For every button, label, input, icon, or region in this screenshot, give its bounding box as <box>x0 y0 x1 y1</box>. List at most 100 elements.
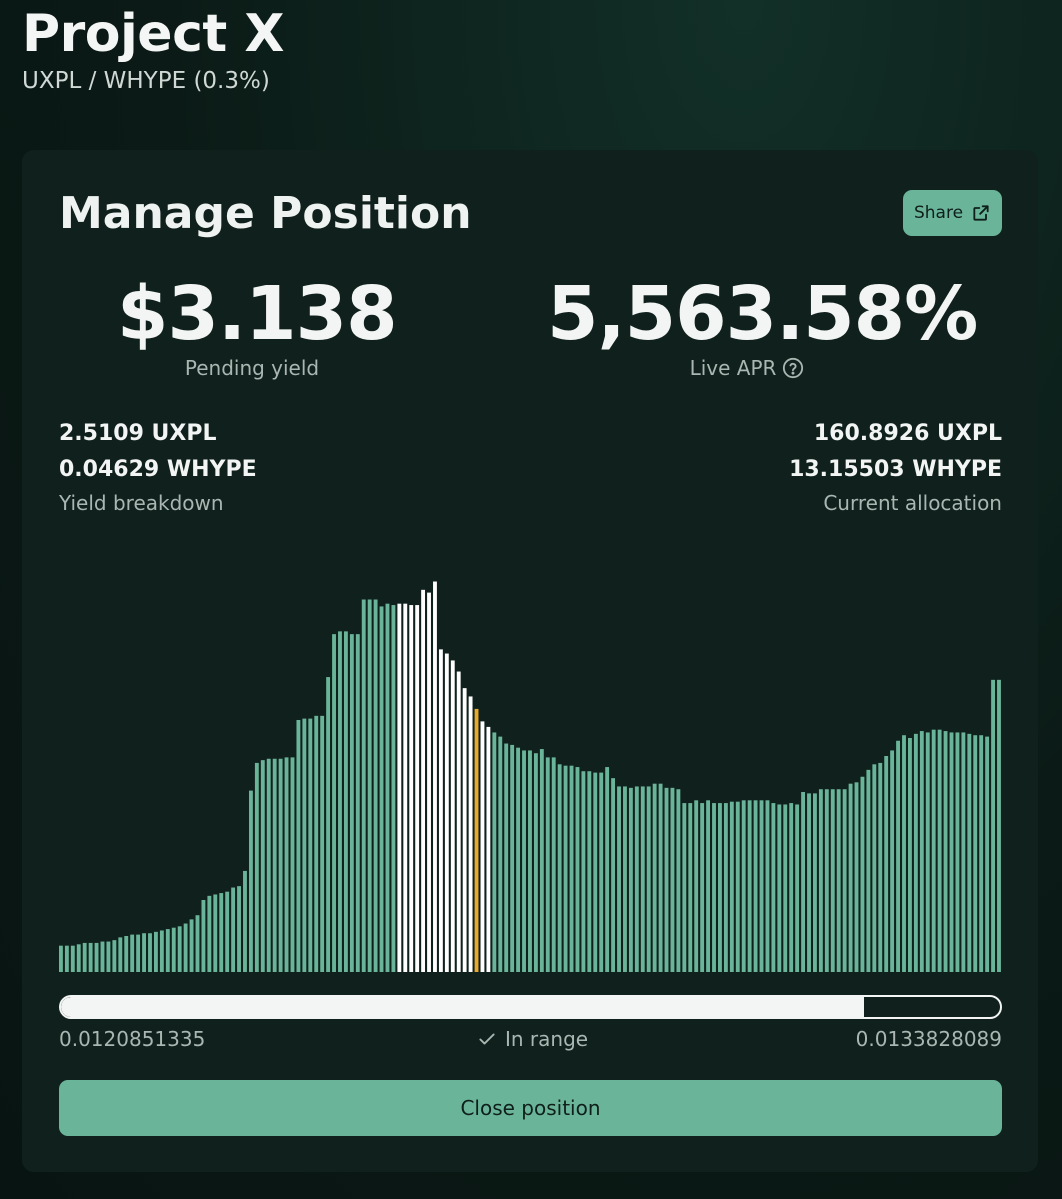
histogram-bar[interactable] <box>59 945 63 972</box>
histogram-bar[interactable] <box>148 933 152 972</box>
histogram-bar[interactable] <box>112 940 117 972</box>
histogram-bar[interactable] <box>183 923 188 972</box>
histogram-bar[interactable] <box>919 731 924 972</box>
histogram-bar[interactable] <box>153 931 158 972</box>
histogram-bar[interactable] <box>106 941 111 972</box>
histogram-bar[interactable] <box>379 606 384 972</box>
histogram-bar[interactable] <box>985 736 990 972</box>
histogram-bar[interactable] <box>628 787 633 972</box>
histogram-bar[interactable] <box>88 942 93 972</box>
histogram-bar[interactable] <box>219 893 224 972</box>
histogram-bar[interactable] <box>896 740 900 972</box>
histogram-bar[interactable] <box>427 592 431 972</box>
histogram-bar[interactable] <box>991 679 995 972</box>
histogram-bar[interactable] <box>189 919 194 972</box>
histogram-bar[interactable] <box>480 721 485 972</box>
histogram-bar[interactable] <box>444 653 449 972</box>
histogram-bar[interactable] <box>409 605 414 972</box>
histogram-bar[interactable] <box>118 937 123 972</box>
histogram-bar[interactable] <box>611 778 616 972</box>
histogram-bar[interactable] <box>943 731 948 972</box>
histogram-bar[interactable] <box>902 735 906 972</box>
histogram-bar[interactable] <box>403 603 408 972</box>
histogram-bar[interactable] <box>498 736 503 972</box>
histogram-bar[interactable] <box>795 804 800 972</box>
histogram-bar[interactable] <box>320 715 325 972</box>
histogram-bar[interactable] <box>694 800 699 972</box>
histogram-bar[interactable] <box>997 679 1001 972</box>
histogram-bar[interactable] <box>813 793 817 972</box>
histogram-bar[interactable] <box>326 677 331 972</box>
histogram-bar[interactable] <box>486 726 491 972</box>
histogram-bar[interactable] <box>438 649 443 972</box>
histogram-bar[interactable] <box>890 750 895 972</box>
histogram-bar[interactable] <box>729 801 734 972</box>
histogram-bar[interactable] <box>201 900 206 972</box>
histogram-bar[interactable] <box>623 786 627 972</box>
histogram-bar[interactable] <box>872 764 877 972</box>
histogram-bar[interactable] <box>70 945 75 972</box>
histogram-bar[interactable] <box>640 786 645 972</box>
histogram-bar[interactable] <box>670 787 675 972</box>
histogram-bar[interactable] <box>937 729 942 972</box>
histogram-bar[interactable] <box>165 929 170 972</box>
histogram-bar[interactable] <box>700 803 705 972</box>
histogram-bar[interactable] <box>593 772 598 972</box>
histogram-bar[interactable] <box>741 800 746 972</box>
histogram-bar[interactable] <box>973 735 978 972</box>
histogram-bar[interactable] <box>177 926 182 972</box>
histogram-bar[interactable] <box>338 631 342 972</box>
histogram-bar[interactable] <box>807 793 811 972</box>
histogram-bar[interactable] <box>676 789 681 972</box>
histogram-bar[interactable] <box>646 786 651 972</box>
histogram-bar[interactable] <box>142 933 146 972</box>
histogram-bar[interactable] <box>777 804 782 972</box>
histogram-bar[interactable] <box>836 789 841 972</box>
histogram-bar[interactable] <box>783 804 788 972</box>
histogram-bar[interactable] <box>391 605 396 972</box>
histogram-bar[interactable] <box>522 750 526 972</box>
histogram-bar[interactable] <box>735 801 740 972</box>
histogram-bar[interactable] <box>76 944 81 972</box>
histogram-bar[interactable] <box>979 735 984 972</box>
histogram-bar[interactable] <box>231 887 236 972</box>
histogram-bar[interactable] <box>878 762 883 972</box>
histogram-bar[interactable] <box>272 758 277 972</box>
histogram-bar[interactable] <box>314 715 319 972</box>
histogram-bar[interactable] <box>575 767 580 972</box>
histogram-bar[interactable] <box>130 934 135 972</box>
histogram-bar[interactable] <box>925 732 930 972</box>
histogram-bar[interactable] <box>658 783 663 972</box>
histogram-bar[interactable] <box>213 894 218 972</box>
histogram-bar[interactable] <box>468 696 473 972</box>
histogram-bar[interactable] <box>248 790 253 972</box>
histogram-bar[interactable] <box>854 782 859 972</box>
histogram-bar[interactable] <box>124 936 129 972</box>
histogram-bar[interactable] <box>866 769 871 972</box>
histogram-bar[interactable] <box>599 772 604 972</box>
histogram-bar[interactable] <box>634 786 639 972</box>
histogram-bar[interactable] <box>516 747 521 972</box>
histogram-bar[interactable] <box>913 733 918 972</box>
histogram-bar[interactable] <box>361 599 366 972</box>
histogram-bar[interactable] <box>860 776 865 972</box>
histogram-bar[interactable] <box>136 934 141 972</box>
question-circle-icon[interactable] <box>782 357 804 379</box>
histogram-bar[interactable] <box>171 927 176 972</box>
histogram-bar[interactable] <box>94 942 99 972</box>
histogram-bar[interactable] <box>563 765 568 972</box>
histogram-bar[interactable] <box>510 744 515 972</box>
histogram-bar[interactable] <box>824 789 829 972</box>
histogram-bar[interactable] <box>237 886 241 972</box>
histogram-bar[interactable] <box>533 753 538 972</box>
histogram-bar[interactable] <box>82 942 87 972</box>
histogram-bar[interactable] <box>539 749 544 972</box>
histogram-bar[interactable] <box>415 605 420 972</box>
histogram-bar[interactable] <box>207 895 212 972</box>
liquidity-histogram[interactable] <box>59 562 1003 972</box>
histogram-bar[interactable] <box>278 758 283 972</box>
histogram-bar[interactable] <box>753 800 758 972</box>
histogram-bar[interactable] <box>718 803 722 972</box>
histogram-bar[interactable] <box>789 803 794 972</box>
histogram-bar[interactable] <box>528 750 532 972</box>
